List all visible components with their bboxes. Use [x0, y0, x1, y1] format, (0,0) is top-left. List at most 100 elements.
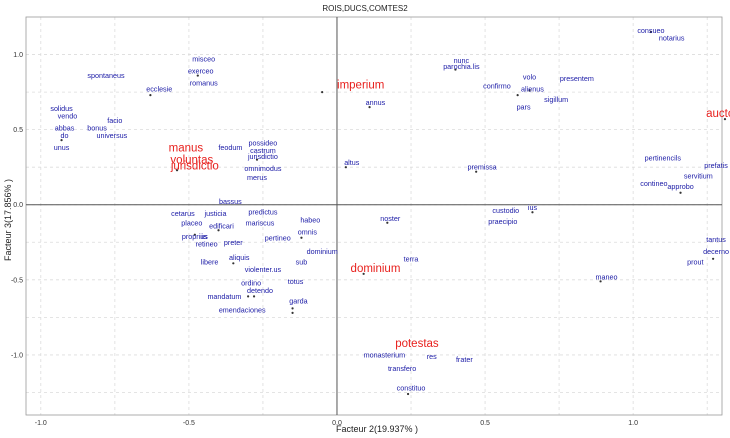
x-tick-label: 0.5	[480, 420, 490, 427]
word-label: contineo	[640, 179, 667, 188]
word-label: justicia	[204, 209, 227, 218]
x-tick-label: 0.0	[332, 420, 342, 427]
word-label: solidus	[50, 104, 73, 113]
data-point	[516, 93, 519, 97]
point-markers	[60, 30, 727, 396]
word-label: bonus	[87, 124, 107, 133]
word-label: unus	[54, 143, 70, 152]
word-label: noster	[380, 214, 401, 223]
word-label: nunc	[454, 56, 470, 65]
plot-panel	[25, 16, 723, 416]
data-point	[406, 392, 410, 396]
word-label: castrum	[250, 146, 276, 155]
word-label: dominium	[307, 247, 338, 256]
word-label: abbas	[55, 124, 75, 133]
word-label: ius	[528, 203, 538, 212]
word-label: violenter.us	[245, 265, 282, 274]
word-label: decerno	[703, 247, 729, 256]
word-label: maneo	[596, 272, 618, 281]
word-label: volo	[523, 73, 536, 82]
word-label: garda	[289, 296, 307, 305]
word-label: vendo	[58, 112, 78, 121]
word-label: praecipio	[488, 217, 517, 226]
word-label: prefatis	[704, 161, 728, 170]
word-label: misceo	[192, 55, 215, 64]
word-label: predictus	[248, 208, 278, 217]
word-label: monasterium	[364, 350, 406, 359]
word-label: ecclesie	[146, 85, 172, 94]
category-label: potestas	[395, 338, 439, 350]
word-label: bassus	[219, 197, 242, 206]
category-label: jurisdictio	[170, 161, 219, 173]
data-point	[300, 236, 303, 239]
word-label: pertinencils	[645, 154, 682, 163]
data-point	[175, 169, 179, 172]
word-label: aliquis	[229, 253, 250, 262]
word-label: parochia.lis	[443, 62, 480, 71]
word-label: tantus	[706, 235, 726, 244]
word-label: prout	[687, 257, 703, 266]
data-point	[362, 272, 365, 275]
word-label: preter	[224, 238, 243, 247]
tick-labels: -1.0 -0.5 0.0 0.5 1.0 -1.0 -0.5 0.0 0.5 1.0	[11, 52, 638, 427]
word-label: custodio	[492, 206, 519, 215]
word-label: consueo	[637, 26, 664, 35]
word-label: notarius	[659, 34, 685, 43]
word-label: feodum	[218, 143, 242, 152]
word-label: altus	[344, 158, 360, 167]
data-point	[252, 295, 256, 298]
word-label: sigillum	[544, 95, 568, 104]
word-label: habeo	[300, 215, 320, 224]
word-label: romanus	[190, 79, 218, 88]
word-label: exerceo	[188, 67, 214, 76]
data-point	[723, 118, 727, 121]
word-label: servitium	[684, 172, 713, 181]
data-point	[679, 191, 682, 194]
word-label: detendo	[247, 286, 273, 295]
word-label: res	[427, 352, 437, 361]
y-tick-label: -0.5	[11, 277, 23, 284]
category-label: imperium	[337, 80, 384, 92]
data-point	[386, 221, 389, 224]
word-label: premissa	[468, 163, 497, 172]
x-tick-label: -0.5	[183, 420, 195, 427]
data-point	[368, 106, 371, 109]
word-label: emendaciones	[219, 305, 266, 314]
data-point	[454, 68, 457, 71]
word-label: proprius	[182, 232, 208, 241]
word-label: universus	[97, 131, 128, 140]
word-label: omnimodus	[244, 164, 282, 173]
word-label: transfero	[388, 364, 416, 373]
word-label: ordino	[241, 278, 261, 287]
word-label: facio	[107, 116, 122, 125]
category-label: voluntas	[170, 155, 213, 167]
data-point	[475, 170, 478, 173]
data-point	[531, 211, 534, 214]
data-point	[291, 311, 294, 314]
data-point	[528, 89, 531, 92]
data-point	[321, 90, 324, 94]
word-label: frater	[456, 355, 473, 364]
data-point	[60, 139, 63, 142]
word-label: merus	[247, 173, 267, 182]
y-axis-title: Facteur 3(17.856% )	[3, 179, 13, 261]
data-point	[291, 307, 294, 310]
y-tick-label: 0.5	[13, 127, 23, 134]
data-point	[247, 295, 250, 298]
word-label: pars	[517, 103, 531, 112]
category-label: auctorit	[706, 108, 730, 120]
word-label: totus	[288, 277, 304, 286]
word-label: jurisdictio	[247, 152, 278, 161]
word-label: mandatum	[207, 292, 241, 301]
data-point	[217, 229, 220, 232]
category-label: dominium	[351, 263, 401, 275]
word-label: iis	[200, 232, 207, 241]
data-point	[344, 166, 347, 169]
word-label: libere	[201, 257, 219, 266]
word-label: confirmo	[483, 82, 511, 91]
word-label: omnis	[298, 227, 318, 236]
word-label: spontaneus	[87, 71, 125, 80]
zero-axes	[26, 17, 722, 415]
chart-title: ROIS,DUCS,COMTES2	[322, 4, 408, 13]
word-label: alienus	[521, 85, 544, 94]
